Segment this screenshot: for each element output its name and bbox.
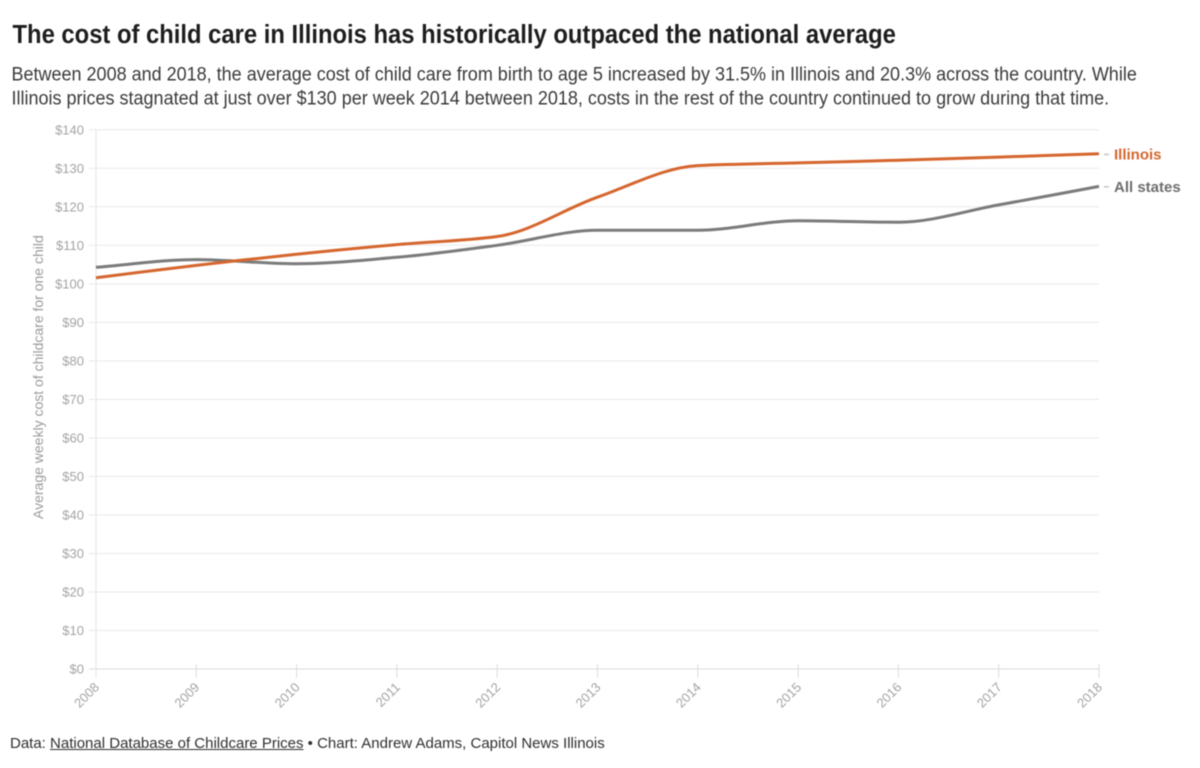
svg-text:$30: $30 — [62, 546, 84, 561]
svg-text:2014: 2014 — [673, 680, 704, 711]
svg-text:2013: 2013 — [573, 680, 604, 711]
svg-text:All states: All states — [1114, 179, 1181, 196]
svg-text:$100: $100 — [55, 276, 84, 291]
svg-text:2011: 2011 — [373, 680, 403, 710]
svg-text:$50: $50 — [62, 469, 84, 484]
svg-text:$130: $130 — [55, 161, 84, 176]
svg-text:$40: $40 — [62, 507, 84, 522]
svg-text:2008: 2008 — [71, 680, 102, 711]
svg-text:2018: 2018 — [1074, 680, 1105, 711]
svg-text:2009: 2009 — [171, 680, 202, 711]
svg-text:$120: $120 — [55, 199, 84, 214]
svg-text:Average weekly cost of childca: Average weekly cost of childcare for one… — [30, 235, 46, 519]
svg-text:$70: $70 — [62, 392, 84, 407]
svg-text:2016: 2016 — [873, 680, 904, 711]
svg-text:Illinois: Illinois — [1114, 147, 1162, 164]
svg-text:$140: $140 — [55, 122, 84, 137]
svg-text:$10: $10 — [62, 623, 84, 638]
svg-text:$0: $0 — [70, 662, 84, 677]
svg-text:$80: $80 — [62, 353, 84, 368]
svg-text:$60: $60 — [62, 430, 84, 445]
svg-text:2015: 2015 — [773, 680, 804, 711]
svg-text:2012: 2012 — [472, 680, 503, 711]
svg-text:2010: 2010 — [272, 680, 303, 711]
svg-text:$20: $20 — [62, 585, 84, 600]
svg-text:2017: 2017 — [974, 680, 1005, 711]
svg-text:$110: $110 — [56, 238, 84, 253]
svg-text:$90: $90 — [62, 315, 84, 330]
